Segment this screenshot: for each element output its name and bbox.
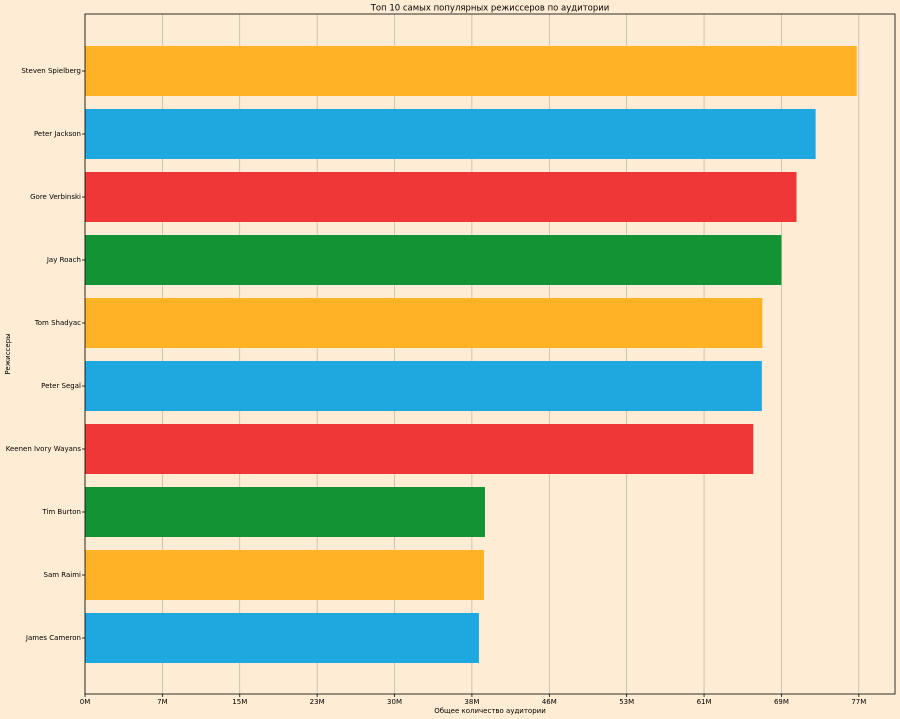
x-tick-label: 77M <box>851 698 866 706</box>
chart-title: Топ 10 самых популярных режиссеров по ау… <box>370 4 610 14</box>
bar <box>85 46 857 96</box>
y-tick-label: Jay Roach <box>46 256 81 264</box>
x-tick-label: 69M <box>774 698 789 706</box>
y-tick-label: Peter Jackson <box>34 130 81 138</box>
x-tick-label: 30M <box>387 698 402 706</box>
bar <box>85 424 754 474</box>
y-tick-label: Steven Spielberg <box>21 67 81 75</box>
x-tick-label: 15M <box>232 698 247 706</box>
x-axis-label: Общее количество аудитории <box>434 707 546 715</box>
x-tick-label: 53M <box>619 698 634 706</box>
bar <box>85 487 485 537</box>
bar <box>85 361 762 411</box>
y-tick-label: Tim Burton <box>41 508 81 516</box>
y-tick-label: Gore Verbinski <box>30 193 81 201</box>
x-tick-label: 7M <box>157 698 168 706</box>
bar <box>85 613 479 663</box>
bar <box>85 235 782 285</box>
y-tick-label: Tom Shadyac <box>34 319 81 327</box>
x-tick-label: 61M <box>697 698 712 706</box>
y-tick-label: James Cameron <box>25 634 81 642</box>
x-tick-label: 46M <box>542 698 557 706</box>
x-tick-label: 38M <box>464 698 479 706</box>
bar <box>85 298 763 348</box>
plot-frame <box>84 13 896 695</box>
bar <box>85 109 816 159</box>
y-tick-label: Sam Raimi <box>44 571 82 579</box>
x-tick-label: 0M <box>80 698 91 706</box>
y-axis-label: Режиссеры <box>4 333 12 374</box>
y-tick-label: Keenen Ivory Wayans <box>6 445 82 453</box>
bar <box>85 172 797 222</box>
bar <box>85 550 484 600</box>
x-tick-label: 23M <box>310 698 325 706</box>
y-tick-label: Peter Segal <box>41 382 81 390</box>
